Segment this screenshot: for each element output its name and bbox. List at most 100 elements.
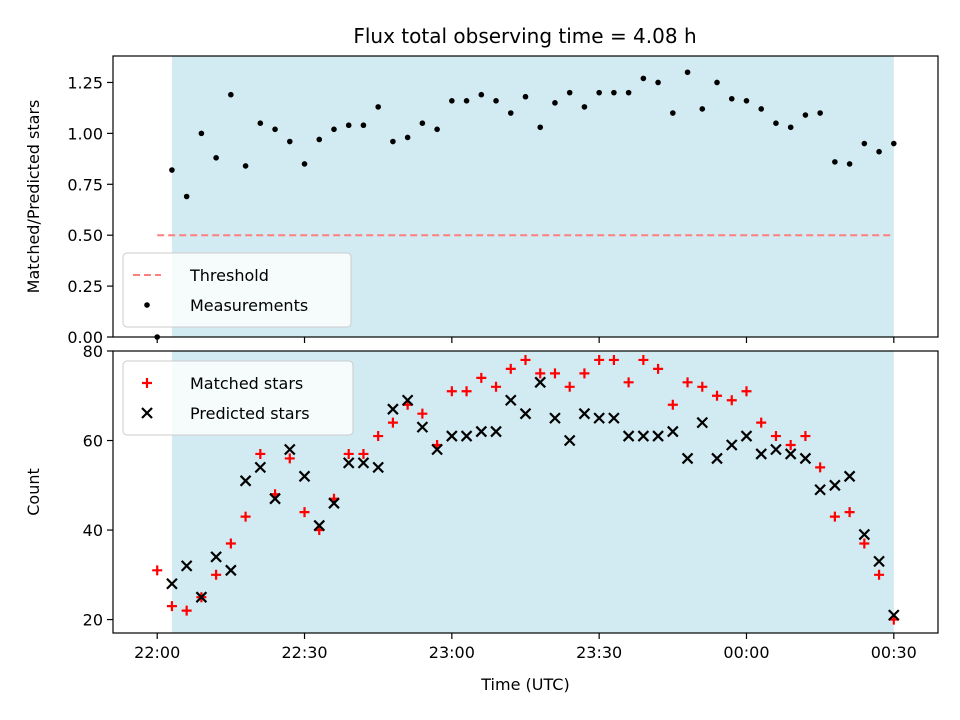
predicted-star-point — [490, 425, 502, 438]
predicted-star-point — [225, 564, 237, 577]
predicted-star-point — [843, 470, 856, 483]
matched-star-point — [741, 386, 752, 397]
predicted-star-point — [446, 430, 458, 442]
matched-star-point — [874, 569, 885, 580]
x-tick-label: 22:30 — [281, 643, 327, 662]
measurement-point — [434, 126, 440, 133]
measurement-point — [419, 120, 426, 126]
predicted-star-point — [298, 470, 311, 483]
predicted-star-point — [667, 425, 679, 438]
x-tick-label: 00:30 — [871, 643, 917, 662]
measurement-point — [670, 110, 676, 116]
measurement-point — [773, 120, 779, 126]
measurement-point — [611, 89, 617, 96]
matched-star-point — [476, 372, 487, 383]
measurement-point — [522, 93, 529, 100]
matched-star-point — [697, 381, 708, 392]
measurement-point — [331, 126, 337, 133]
matched-star-point — [564, 381, 575, 392]
matched-star-point — [181, 605, 192, 616]
measurement-point — [640, 75, 647, 82]
measurement-point — [566, 89, 573, 96]
measurement-point — [493, 97, 499, 104]
predicted-star-point — [342, 457, 355, 469]
matched-star-point — [800, 431, 811, 442]
measurement-point — [449, 97, 455, 104]
matched-star-point — [638, 354, 649, 365]
measurement-point — [183, 193, 190, 200]
predicted-star-point — [254, 461, 267, 474]
predicted-star-point — [460, 430, 473, 442]
measurement-point — [375, 104, 381, 110]
matched-star-point — [299, 507, 310, 518]
predicted-star-point — [637, 430, 650, 442]
matched-star-point — [417, 408, 428, 419]
matched-star-point — [623, 377, 634, 388]
x-axis-label: Time (UTC) — [480, 675, 569, 694]
y-axis-label: Matched/Predicted stars — [24, 100, 43, 294]
predicted-star-point — [578, 407, 591, 420]
measurement-point — [876, 148, 882, 155]
legend-label: Matched stars — [190, 374, 303, 393]
matched-star-point — [829, 511, 840, 522]
y-tick-label: 1.25 — [67, 73, 103, 92]
axes-frame — [112, 350, 939, 634]
matched-star-point — [373, 431, 384, 442]
predicted-star-point — [593, 412, 605, 424]
measurement-point — [301, 161, 308, 167]
predicted-star-point — [563, 434, 576, 447]
measurement-point — [743, 97, 750, 104]
axes-frame — [112, 55, 939, 338]
matched-star-point — [446, 386, 457, 397]
y-tick-label: 0.25 — [67, 277, 103, 296]
measurement-point — [787, 124, 794, 131]
measurement-point — [817, 110, 823, 116]
predicted-star-point — [416, 421, 429, 433]
measurement-point — [596, 89, 602, 96]
plot-layer: 0.00 0.25 0.50 0.75 1.00 1.25 Matched/Predicte… — [24, 55, 939, 694]
matched-star-point — [770, 431, 781, 442]
predicted-star-point — [504, 394, 517, 407]
y-tick-label: 20 — [83, 611, 103, 630]
measurement-point — [404, 134, 411, 141]
measurement-point — [832, 159, 838, 165]
measurement-point — [228, 91, 234, 98]
legend-label: Threshold — [189, 266, 269, 285]
predicted-star-point — [799, 452, 812, 465]
matched-star-point — [667, 399, 678, 410]
matched-star-point — [712, 390, 723, 401]
predicted-star-point — [829, 479, 841, 492]
measurement-point — [286, 138, 293, 145]
predicted-star-point — [873, 555, 885, 568]
y-axis-label: Count — [24, 468, 43, 516]
matched-star-point — [682, 377, 693, 388]
x-tick-label: 00:00 — [723, 643, 769, 662]
predicted-star-point — [534, 376, 547, 389]
predicted-star-point — [357, 457, 370, 469]
matched-star-point — [653, 363, 664, 374]
legend-measurement-swatch — [144, 302, 150, 308]
predicted-star-point — [549, 412, 561, 424]
series-matched-stars — [152, 354, 899, 625]
measurement-point — [537, 124, 544, 131]
chart-title: Flux total observing time = 4.08 h — [353, 24, 696, 48]
measurement-point — [581, 104, 588, 110]
matched-star-point — [815, 462, 826, 473]
measurement-point — [625, 89, 632, 96]
measurement-point — [198, 130, 205, 137]
measurement-point — [242, 163, 249, 169]
legend-label: Predicted stars — [190, 404, 310, 423]
y-tick-label: 0.50 — [67, 226, 103, 245]
predicted-star-point — [328, 497, 340, 509]
measurement-point — [507, 110, 514, 116]
matched-star-point — [726, 395, 737, 406]
matched-star-point — [594, 354, 605, 365]
matched-star-point — [859, 538, 870, 549]
matched-star-point — [152, 565, 163, 576]
measurement-point — [257, 120, 264, 126]
matched-star-point — [343, 448, 354, 459]
predicted-star-point — [814, 483, 826, 496]
measurement-point — [891, 140, 897, 147]
matched-star-point — [756, 417, 767, 428]
matched-star-point — [255, 448, 266, 459]
